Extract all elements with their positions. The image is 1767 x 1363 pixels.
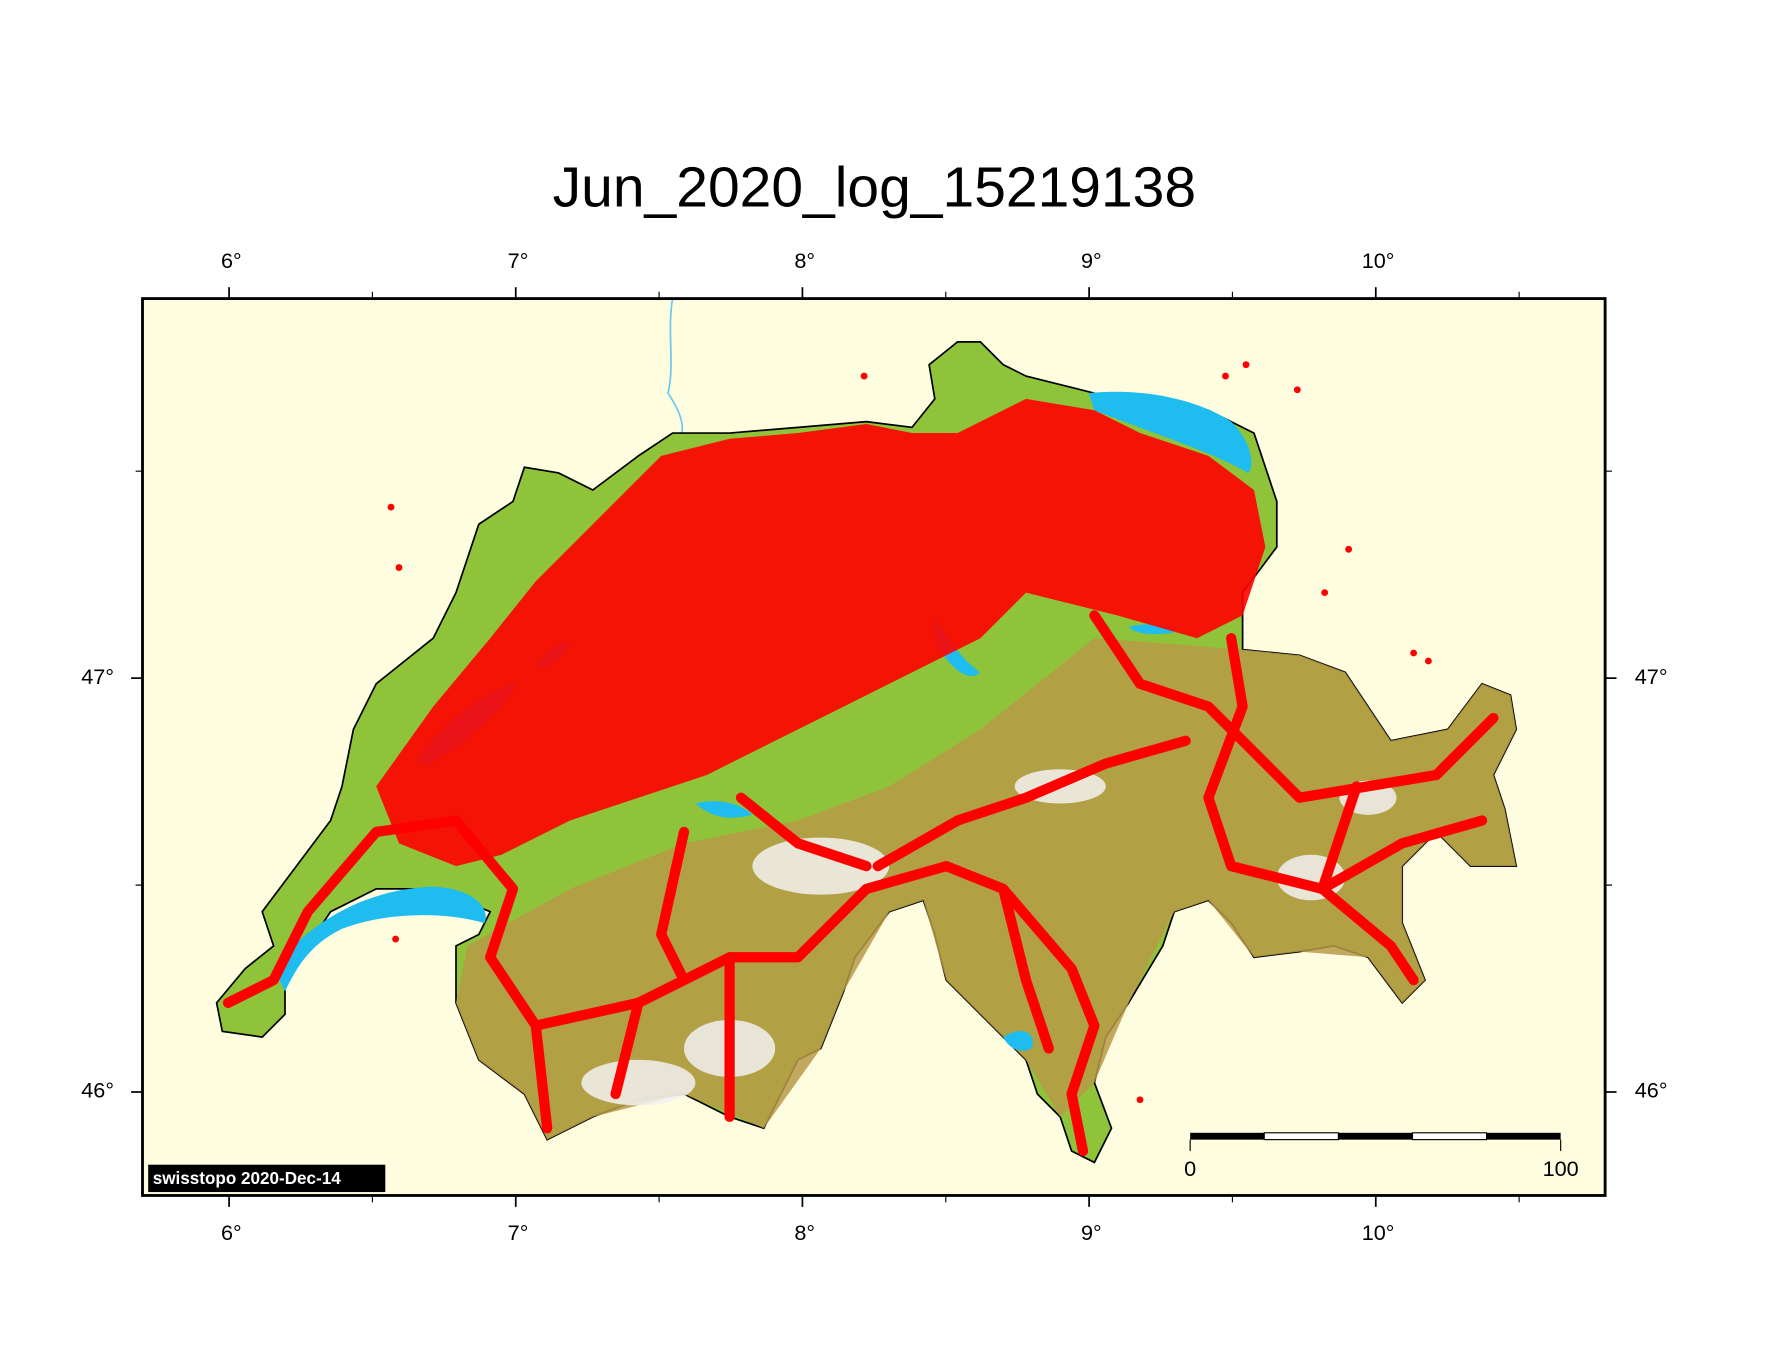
x-tick-label: 6° [221,1220,242,1245]
x-tick-label: 8° [794,1220,815,1245]
river [667,298,684,434]
y-tick-label: 47° [81,664,114,689]
x-tick-label: 10° [1362,1220,1395,1245]
x-tick-label: 9° [1081,1220,1102,1245]
country [215,298,1518,1164]
x-tick-label: 9° [1081,248,1102,273]
x-tick-label: 6° [221,248,242,273]
x-tick-label: 7° [508,248,529,273]
alps [456,638,1517,1140]
y-tick-label: 46° [1635,1078,1668,1103]
x-tick-label: 7° [508,1220,529,1245]
y-tick-label: 46° [81,1078,114,1103]
x-tick-label: 8° [794,248,815,273]
tracks [222,361,1499,1157]
y-tick-label: 47° [1635,664,1668,689]
scale-bar: 0 100 [1184,1132,1579,1181]
map-title: Jun_2020_log_15219138 [553,156,1196,220]
map-frame [141,297,1607,1197]
scale-label: 100 [1543,1156,1579,1181]
credit-box [148,1164,386,1193]
scale-label: 0 [1184,1156,1196,1181]
credit: swisstopo 2020-Dec-14 [153,1169,341,1188]
x-tick-label: 10° [1362,248,1395,273]
